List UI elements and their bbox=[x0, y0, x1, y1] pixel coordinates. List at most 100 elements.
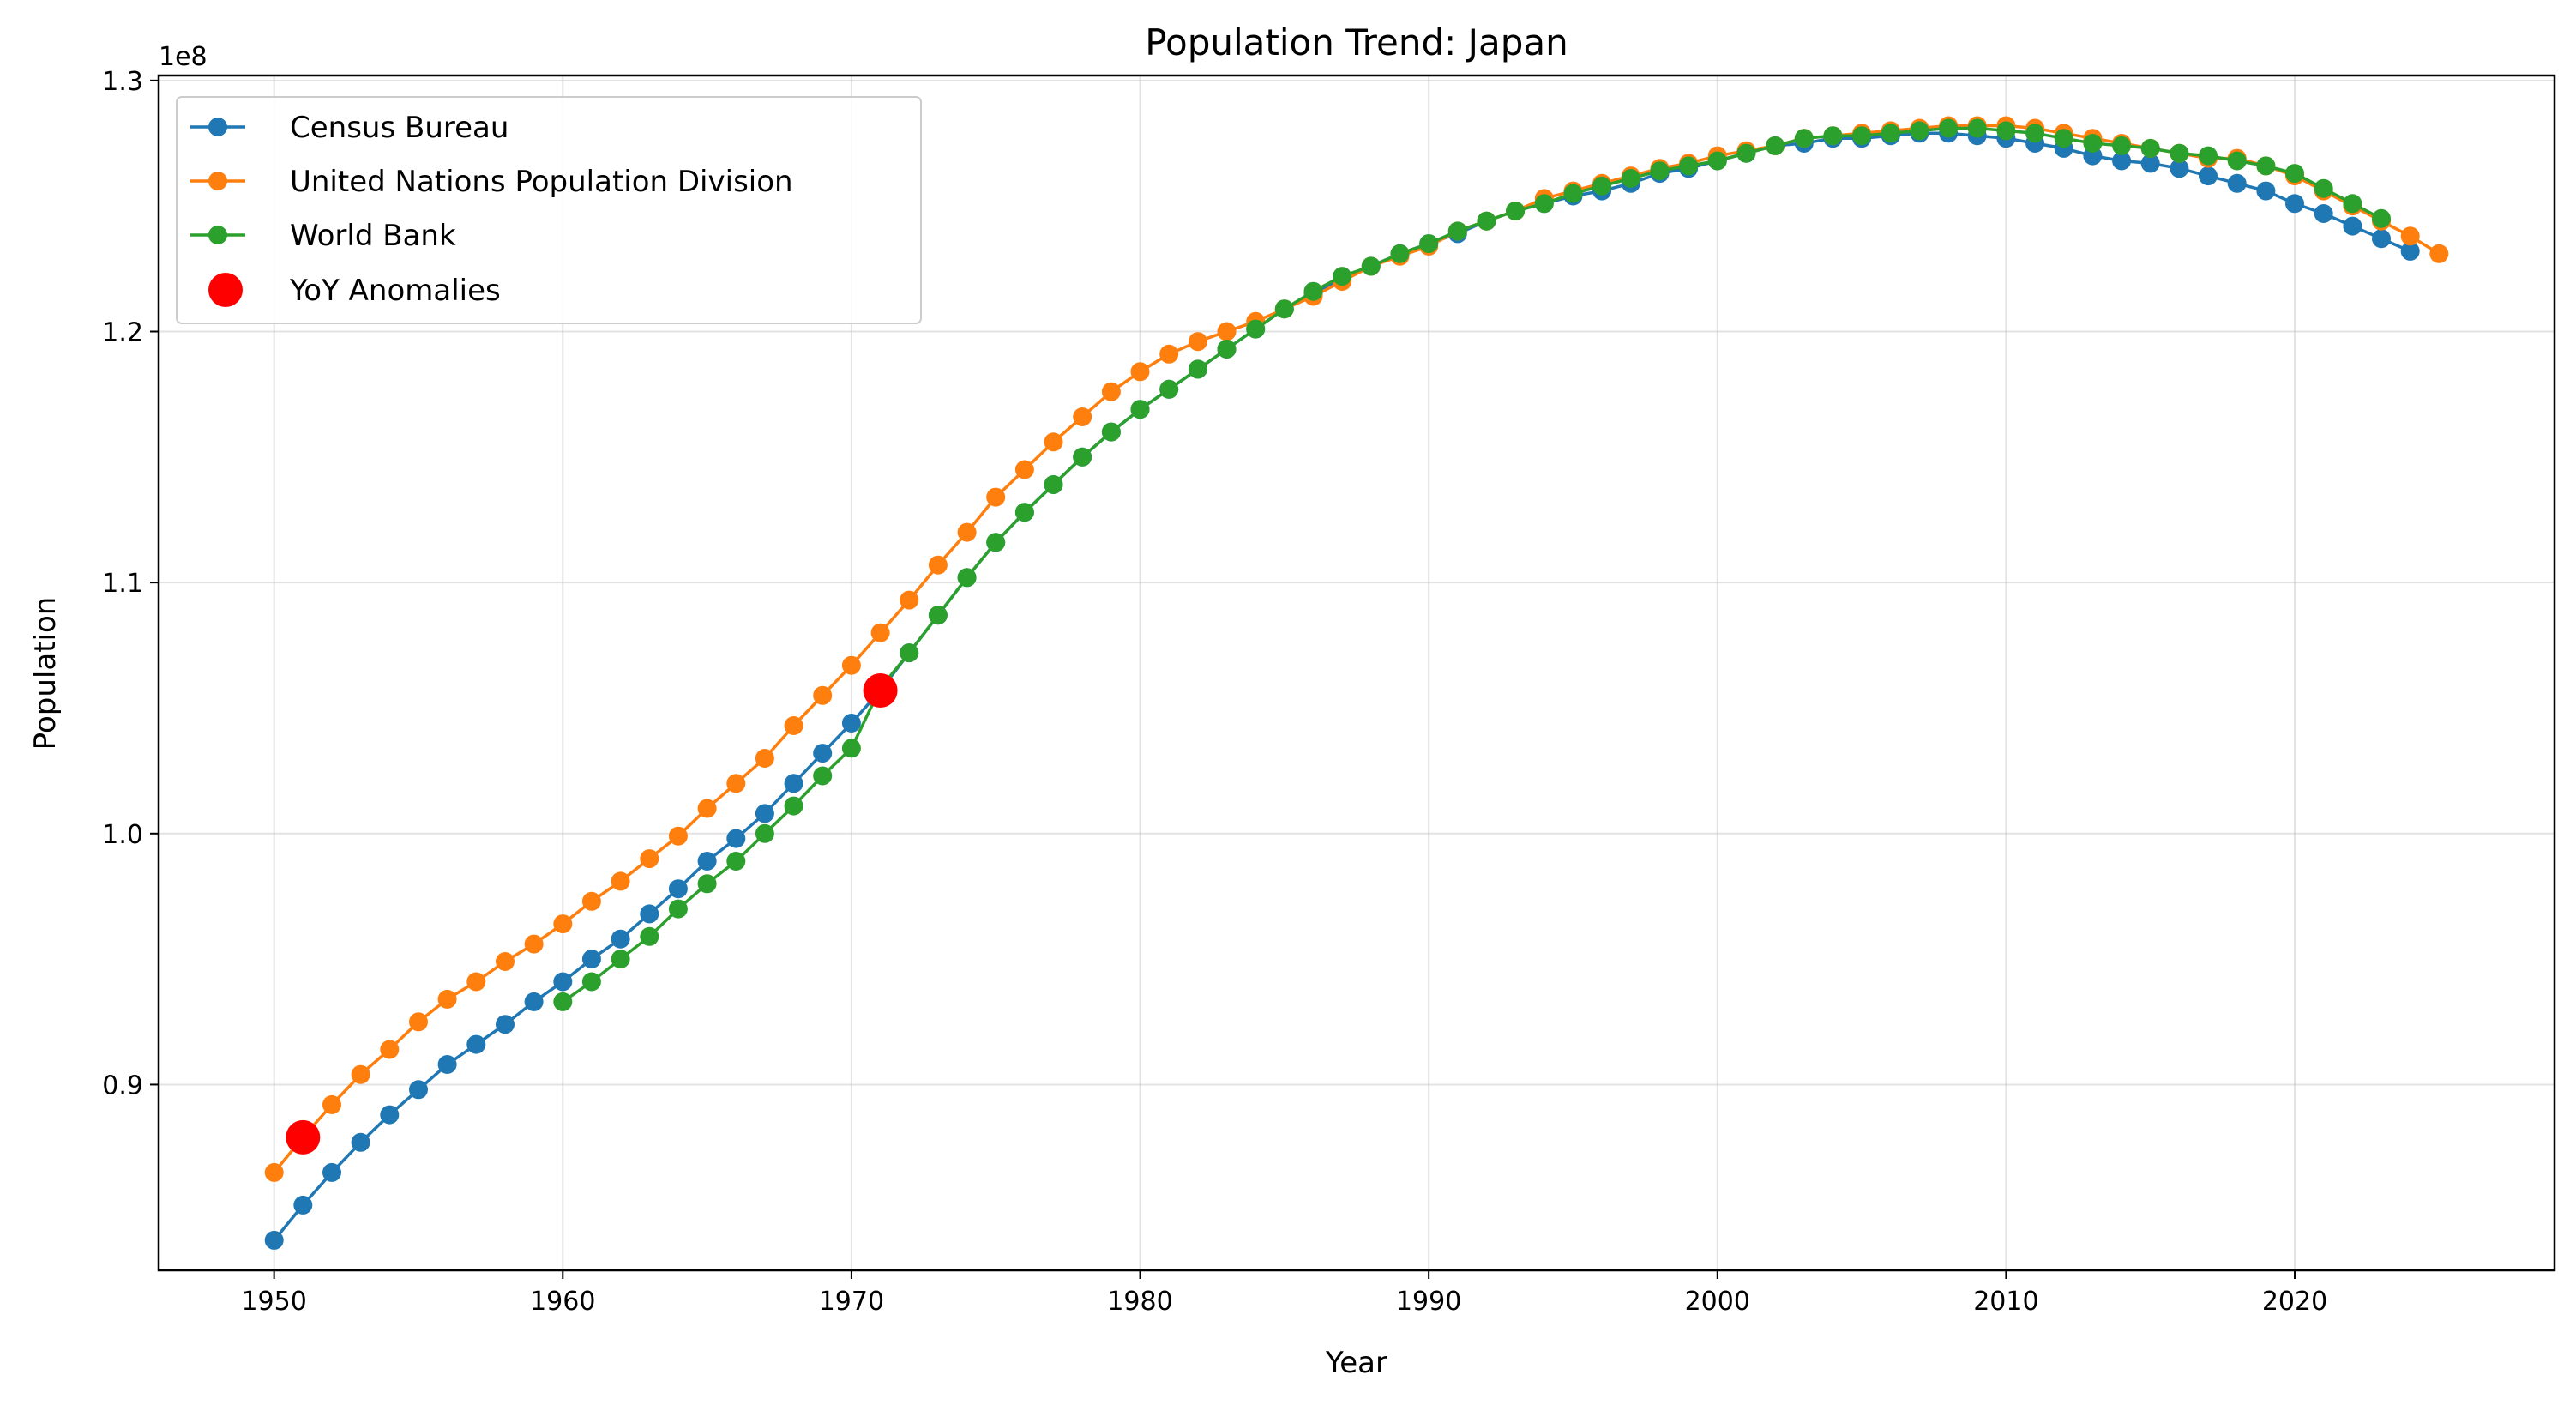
data-point-united-nations-population-division bbox=[496, 952, 515, 971]
legend-label-census-bureau: Census Bureau bbox=[290, 111, 509, 145]
data-point-census-bureau bbox=[264, 1230, 284, 1250]
data-point-united-nations-population-division bbox=[1073, 407, 1092, 426]
data-point-world-bank bbox=[900, 643, 919, 663]
data-point-census-bureau bbox=[2199, 166, 2218, 186]
data-point-world-bank bbox=[668, 899, 688, 919]
data-point-world-bank bbox=[1477, 211, 1496, 231]
data-point-united-nations-population-division bbox=[581, 891, 601, 911]
series-yoy-anomalies bbox=[286, 673, 898, 1155]
data-point-united-nations-population-division bbox=[2429, 244, 2449, 263]
x-tick-label: 1950 bbox=[241, 1287, 306, 1317]
data-point-census-bureau bbox=[813, 744, 833, 763]
data-point-census-bureau bbox=[496, 1015, 515, 1034]
data-point-world-bank bbox=[1073, 447, 1092, 467]
data-point-census-bureau bbox=[2285, 194, 2304, 214]
data-point-world-bank bbox=[1303, 281, 1323, 301]
series-layer bbox=[264, 116, 2449, 1250]
data-point-census-bureau bbox=[2343, 216, 2362, 236]
data-point-census-bureau bbox=[322, 1162, 341, 1182]
data-point-world-bank bbox=[1506, 202, 1526, 220]
data-point-united-nations-population-division bbox=[524, 934, 544, 954]
legend-item-united-nations: United Nations Population Division bbox=[190, 165, 793, 199]
data-point-world-bank bbox=[640, 926, 659, 946]
x-tick-label: 1990 bbox=[1396, 1287, 1461, 1317]
data-point-united-nations-population-division bbox=[697, 799, 717, 818]
data-point-world-bank bbox=[2372, 208, 2391, 228]
data-point-census-bureau bbox=[437, 1055, 457, 1074]
data-point-world-bank bbox=[1592, 176, 1612, 196]
series-line-united-nations-population-division bbox=[273, 124, 2441, 1174]
data-point-world-bank bbox=[1939, 118, 1959, 138]
y-tick-label: 1.2 bbox=[102, 318, 143, 348]
x-tick-label: 2000 bbox=[1685, 1287, 1750, 1317]
data-point-world-bank bbox=[2140, 138, 2160, 158]
legend-item-census-bureau: Census Bureau bbox=[190, 111, 509, 145]
data-point-census-bureau bbox=[524, 992, 544, 1011]
legend-marker-yoy-anomalies bbox=[208, 273, 243, 307]
data-point-world-bank bbox=[1101, 422, 1121, 442]
series-line-world-bank bbox=[562, 126, 2382, 1004]
data-point-census-bureau bbox=[466, 1034, 486, 1054]
data-point-world-bank bbox=[755, 823, 774, 843]
data-point-world-bank bbox=[813, 766, 833, 786]
data-point-united-nations-population-division bbox=[1159, 344, 1179, 364]
data-point-world-bank bbox=[1419, 234, 1439, 254]
data-point-united-nations-population-division bbox=[553, 914, 573, 934]
x-tick-label: 1960 bbox=[530, 1287, 595, 1317]
data-point-world-bank bbox=[2170, 143, 2189, 163]
data-point-world-bank bbox=[1333, 267, 1352, 286]
data-point-world-bank bbox=[784, 796, 803, 816]
data-point-world-bank bbox=[1679, 156, 1699, 176]
data-point-world-bank bbox=[1967, 118, 1987, 138]
chart-title: Population Trend: Japan bbox=[1145, 21, 1568, 63]
data-point-united-nations-population-division bbox=[409, 1012, 428, 1032]
x-tick-label: 1970 bbox=[819, 1287, 884, 1317]
data-point-united-nations-population-division bbox=[1217, 322, 1237, 341]
x-tick-label: 2020 bbox=[2262, 1287, 2327, 1317]
data-point-world-bank bbox=[928, 606, 948, 625]
data-point-united-nations-population-division bbox=[466, 972, 486, 992]
data-point-world-bank bbox=[2343, 194, 2362, 214]
data-point-world-bank bbox=[2227, 151, 2247, 171]
y-tick-label: 1.1 bbox=[102, 569, 143, 599]
data-point-world-bank bbox=[2112, 136, 2132, 155]
data-point-united-nations-population-division bbox=[264, 1162, 284, 1182]
data-point-world-bank bbox=[1361, 256, 1381, 276]
data-point-united-nations-population-division bbox=[1188, 332, 1207, 352]
y-axis-offset-label: 1e8 bbox=[159, 42, 208, 72]
legend-marker-united-nations bbox=[208, 172, 227, 190]
anomaly-point bbox=[863, 673, 898, 708]
data-point-world-bank bbox=[1563, 184, 1583, 203]
legend-label-world-bank: World Bank bbox=[290, 219, 456, 253]
data-point-world-bank bbox=[1159, 379, 1179, 399]
data-point-united-nations-population-division bbox=[668, 826, 688, 846]
data-point-united-nations-population-division bbox=[784, 716, 803, 735]
data-point-world-bank bbox=[2256, 156, 2276, 176]
data-point-united-nations-population-division bbox=[2400, 226, 2420, 246]
legend: Census Bureau United Nations Population … bbox=[176, 96, 922, 324]
data-point-census-bureau bbox=[293, 1195, 313, 1215]
data-point-census-bureau bbox=[2227, 173, 2247, 193]
data-point-world-bank bbox=[1044, 475, 1063, 494]
data-point-world-bank bbox=[1766, 136, 1785, 155]
data-point-world-bank bbox=[1188, 359, 1207, 379]
legend-label-yoy-anomalies: YoY Anomalies bbox=[289, 274, 501, 308]
data-point-world-bank bbox=[1447, 221, 1467, 241]
data-point-world-bank bbox=[1736, 143, 1756, 163]
data-point-census-bureau bbox=[581, 950, 601, 969]
x-tick-label: 1980 bbox=[1107, 1287, 1172, 1317]
data-point-world-bank bbox=[2314, 178, 2333, 198]
y-axis-label: Population bbox=[28, 597, 63, 751]
data-point-world-bank bbox=[553, 992, 573, 1011]
data-point-world-bank bbox=[957, 568, 977, 588]
data-point-world-bank bbox=[1823, 126, 1843, 146]
data-point-world-bank bbox=[1621, 169, 1640, 188]
series-world-bank bbox=[553, 118, 2391, 1011]
legend-box bbox=[176, 96, 922, 324]
data-point-census-bureau bbox=[2314, 204, 2333, 223]
data-point-world-bank bbox=[726, 852, 746, 871]
data-point-world-bank bbox=[1650, 161, 1670, 181]
data-point-united-nations-population-division bbox=[813, 685, 833, 705]
data-point-census-bureau bbox=[611, 929, 630, 949]
data-point-census-bureau bbox=[2170, 159, 2189, 178]
